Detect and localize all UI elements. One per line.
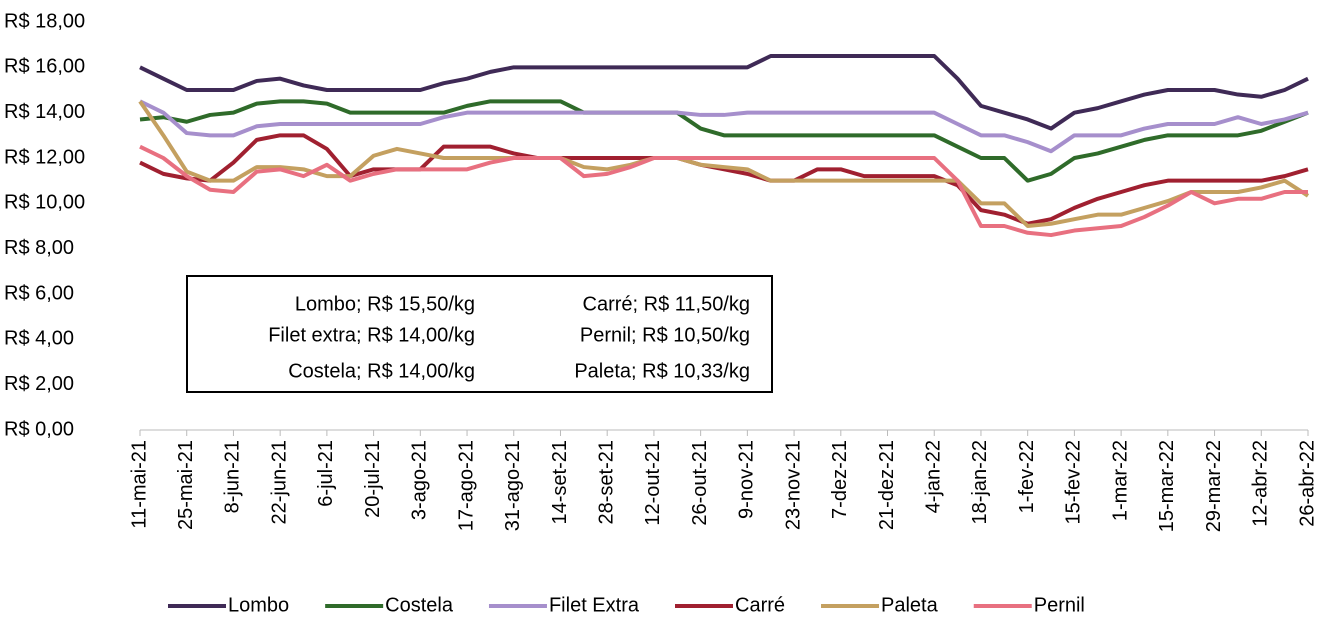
x-tick-label: 14-set-21: [549, 440, 571, 525]
x-tick-label: 22-jun-21: [268, 440, 290, 525]
y-tick-label: R$ 8,00: [4, 237, 74, 259]
x-tick-label: 11-mai-21: [128, 440, 150, 529]
x-tick-label: 3-ago-21: [409, 440, 431, 520]
x-tick-label: 28-set-21: [595, 440, 617, 525]
series-line: [139, 133, 1309, 226]
x-tick-label: 7-dez-21: [829, 440, 851, 519]
y-tick-label: R$ 2,00: [4, 373, 74, 395]
x-tick-label: 18-jan-22: [969, 440, 991, 525]
x-tick-label: 12-abr-22: [1250, 440, 1272, 527]
annotation: Lombo; R$ 15,50/kg: [295, 293, 475, 315]
legend-label: Paleta: [881, 594, 939, 616]
annotation-box: [186, 275, 773, 393]
legend-label: Carré: [735, 594, 785, 616]
x-tick-label: 15-fev-22: [1063, 440, 1085, 525]
y-tick-label: R$ 12,00: [4, 146, 85, 168]
x-tick-label: 8-jun-21: [222, 440, 244, 513]
legend-label: Costela: [385, 594, 454, 616]
y-tick-label: R$ 0,00: [4, 418, 74, 440]
series-line: [139, 99, 1309, 183]
x-tick-label: 1-mar-22: [1109, 440, 1131, 521]
x-tick-label: 6-jul-21: [315, 440, 337, 507]
y-tick-label: R$ 4,00: [4, 328, 74, 350]
annotation: Paleta; R$ 10,33/kg: [574, 360, 750, 382]
x-tick-label: 15-mar-22: [1156, 440, 1178, 532]
x-tick-label: 25-mai-21: [175, 440, 197, 530]
series-line: [139, 144, 1308, 238]
x-tick-label: 23-nov-21: [782, 440, 804, 530]
x-tick-label: 31-ago-21: [502, 440, 524, 531]
annotation: Pernil; R$ 10,50/kg: [580, 324, 750, 346]
series-line: [139, 54, 1309, 131]
y-tick-label: R$ 6,00: [4, 282, 74, 304]
annotation: Carré; R$ 11,50/kg: [583, 293, 751, 315]
series-line: [138, 100, 1310, 228]
legend-label: Lombo: [228, 594, 289, 616]
y-tick-label: R$ 16,00: [4, 56, 85, 78]
annotation: Costela; R$ 14,00/kg: [288, 360, 475, 382]
x-tick-label: 12-out-21: [642, 440, 664, 526]
x-tick-label: 1-fev-22: [1016, 440, 1038, 513]
legend-label: Filet Extra: [549, 594, 640, 616]
y-tick-label: R$ 10,00: [4, 192, 85, 214]
x-tick-label: 26-out-21: [689, 440, 711, 526]
legend-label: Pernil: [1034, 594, 1085, 616]
series-line: [139, 99, 1309, 154]
y-tick-label: R$ 18,00: [4, 10, 85, 32]
x-tick-label: 17-ago-21: [455, 440, 477, 531]
x-tick-label: 9-nov-21: [736, 440, 758, 519]
y-tick-label: R$ 14,00: [4, 101, 85, 123]
x-tick-label: 20-jul-21: [362, 440, 384, 518]
annotation: Filet extra; R$ 14,00/kg: [268, 324, 475, 346]
x-tick-label: 4-jan-22: [923, 440, 945, 513]
x-tick-label: 26-abr-22: [1296, 440, 1318, 527]
x-tick-label: 21-dez-21: [876, 440, 898, 530]
x-tick-label: 29-mar-22: [1203, 440, 1225, 532]
